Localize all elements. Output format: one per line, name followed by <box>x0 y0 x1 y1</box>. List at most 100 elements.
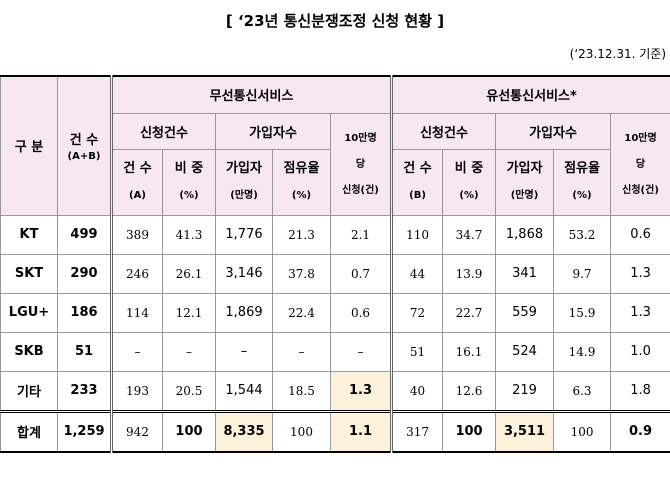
table-cell: 114 <box>111 292 163 333</box>
header-cell: 가입자 (만명) <box>495 148 555 216</box>
table-cell: – <box>111 331 163 372</box>
table-cell: 0.7 <box>329 253 394 294</box>
table-cell: LGU+ <box>0 292 58 333</box>
table-cell: 1,868 <box>495 214 555 255</box>
table-cell: 389 <box>111 214 163 255</box>
header-text: 건 수 <box>403 161 432 176</box>
table-cell: 2.1 <box>329 214 394 255</box>
table-cell: 40 <box>391 370 444 412</box>
table-cell: 246 <box>111 253 163 294</box>
header-text: 가입자 <box>226 161 262 176</box>
table-cell: 41.3 <box>162 214 216 255</box>
table-cell: 193 <box>111 370 163 412</box>
table-cell: 524 <box>495 331 555 372</box>
table-cell: 22.4 <box>272 292 331 333</box>
table-cell: 13.9 <box>442 253 497 294</box>
note: (‘23.12.31. 기준) <box>569 47 666 61</box>
header-text: (A+B) <box>67 150 101 162</box>
table-cell: 21.3 <box>272 214 331 255</box>
table-cell: 0.6 <box>329 292 394 333</box>
table-cell: 9.7 <box>553 253 612 294</box>
table-cell: 34.7 <box>442 214 497 255</box>
header-cell: 점유율 (%) <box>272 148 331 216</box>
table-cell: 100 <box>272 409 331 453</box>
table-cell: – <box>215 331 273 372</box>
table-cell: 12.6 <box>442 370 497 412</box>
table-cell: 3,146 <box>215 253 273 294</box>
table-cell: 26.1 <box>162 253 216 294</box>
table-cell: 1.0 <box>610 331 670 372</box>
table-row: 기타 233 193 20.5 1,544 18.5 1.3 40 12.6 219 6.3 1.8 <box>0 370 670 412</box>
table-cell: 0.9 <box>610 409 670 453</box>
header-text: 당 <box>355 159 366 170</box>
table-cell: 1,259 <box>57 409 113 453</box>
table-cell: 100 <box>553 409 612 453</box>
header-text: (%) <box>179 190 199 201</box>
header-cell: 무선통신서비스 <box>110 75 394 114</box>
header-text: (%) <box>291 190 312 201</box>
header-cell: 가입자 (만명) <box>215 148 273 216</box>
table-cell: SKB <box>0 331 58 372</box>
table: 구 분 건 수 (A+B) 무선통신서비스 유선통신서비스* 신청건수 가입자수 … <box>0 75 670 453</box>
header-text: 건 수 <box>69 132 99 148</box>
table-cell: – <box>272 331 331 372</box>
table-cell: 100 <box>162 409 216 453</box>
table-cell: 559 <box>495 292 555 333</box>
table-cell: 110 <box>391 214 444 255</box>
table-row: SKB 51– – – – –51 16.1 524 14.9 1.0 <box>0 331 670 372</box>
table-cell: SKT <box>0 253 58 294</box>
header-text: (%) <box>459 190 479 201</box>
header-text: (%) <box>572 190 592 201</box>
table-cell: 14.9 <box>553 331 612 372</box>
table-cell: 341 <box>495 253 555 294</box>
table-cell: 1,776 <box>215 214 273 255</box>
header-text: 신청(건) <box>622 185 659 196</box>
table-cell: 219 <box>495 370 555 412</box>
table-row: 합계 1,259 942 100 8,335 100 1.1 317 100 3,511 100 0.… <box>0 409 670 453</box>
header-cell: 비 중 (%) <box>442 148 497 216</box>
header-text: 당 <box>635 159 646 170</box>
table-cell: 51 <box>391 331 444 372</box>
table-cell: 1,544 <box>215 370 273 412</box>
header-text: 신청(건) <box>342 185 379 196</box>
table-cell: 1.1 <box>329 409 394 453</box>
table-cell: 3,511 <box>495 409 555 453</box>
table-cell: 1.3 <box>610 292 670 333</box>
title: [ ‘23년 통신분쟁조정 신청 현황 ] <box>225 12 445 30</box>
header-cell: 신청건수 <box>391 112 497 150</box>
header-text: 건 수 <box>123 161 152 176</box>
header-text: 10만명 <box>344 133 377 144</box>
table-cell: 1,869 <box>215 292 273 333</box>
table-cell: 233 <box>57 370 113 412</box>
table-cell: 53.2 <box>553 214 612 255</box>
table-cell: 15.9 <box>553 292 612 333</box>
header-cell: 가입자수 <box>215 112 331 150</box>
header-cell: 구 분 <box>0 75 58 216</box>
table-cell: 499 <box>57 214 113 255</box>
header-cell: 비 중 (%) <box>162 148 216 216</box>
table-cell: 합계 <box>0 409 58 453</box>
header-text: (A) <box>129 190 146 201</box>
table-cell: 18.5 <box>272 370 331 412</box>
table-cell: 6.3 <box>553 370 612 412</box>
header-cell: 유선통신서비스* <box>391 75 670 114</box>
table-row: LGU+ 186 114 12.1 1,869 22.4 0.6 72 22.7 559 15.9 1… <box>0 292 670 333</box>
table-cell: 12.1 <box>162 292 216 333</box>
table-cell: 22.7 <box>442 292 497 333</box>
table-row: SKT 290 246 26.1 3,146 37.8 0.7 44 13.9 341 9.7 1.3 <box>0 253 670 294</box>
table-cell: 16.1 <box>442 331 497 372</box>
table-cell: 0.6 <box>610 214 670 255</box>
table-cell: – <box>329 331 394 372</box>
header-text: 10만명 <box>624 133 657 144</box>
table-cell: 1.3 <box>329 370 394 412</box>
table-cell: 37.8 <box>272 253 331 294</box>
table-row: KT 499 389 41.3 1,776 21.3 2.1 110 34.7 1,868 53.2… <box>0 214 670 255</box>
table-cell: 44 <box>391 253 444 294</box>
header-text: 점유율 <box>283 161 320 176</box>
table-cell: 72 <box>391 292 444 333</box>
table-cell: 51 <box>57 331 113 372</box>
header-text: 가입자 <box>506 161 543 176</box>
